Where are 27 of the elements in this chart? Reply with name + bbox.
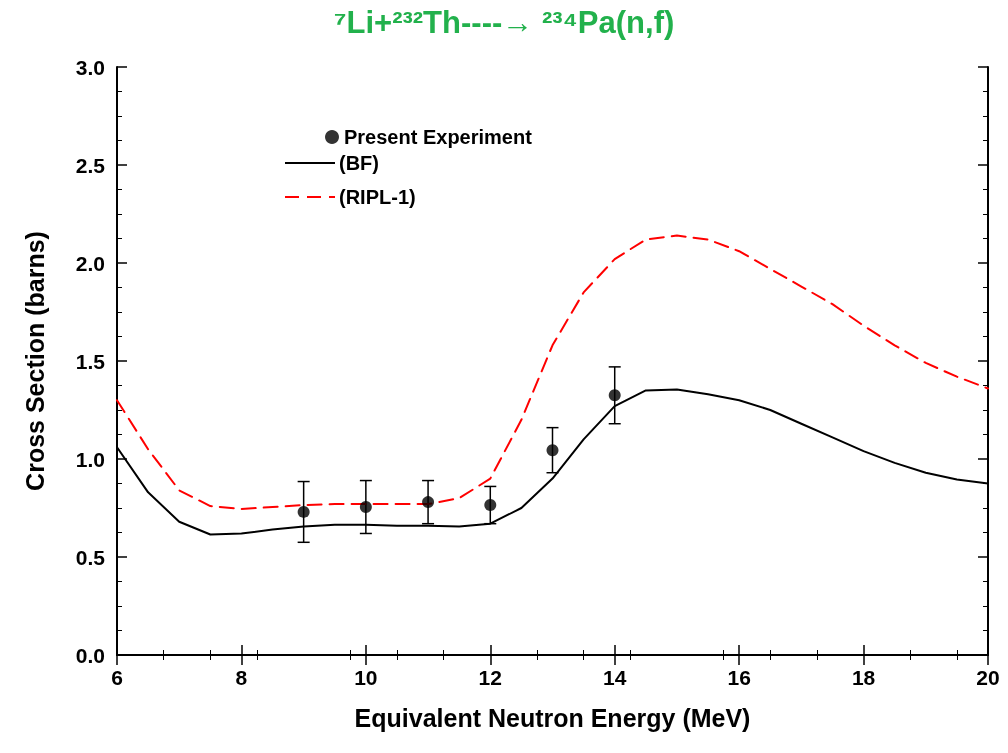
x-tick-label: 14 [603,666,627,689]
legend-label: Present Experiment [344,126,533,148]
y-tick-label: 1.5 [75,349,106,373]
point [359,501,372,514]
y-tick-label: 2.5 [75,153,106,177]
x-tick-label: 20 [976,666,1000,689]
x-tick-label: 10 [354,666,378,689]
y-tick-label: 1.0 [75,447,105,471]
y-tick-label: 0.5 [75,545,106,569]
x-axis-title: Equivalent Neutron Energy (MeV) [354,703,751,732]
x-tick-label: 6 [111,666,123,689]
point [546,444,559,457]
y-tick-label: 0.0 [75,643,105,667]
chart-title: ⁷Li+²³²Th----→ ²³⁴Pa(n,f) [333,5,675,40]
y-tick-label: 3.0 [75,55,105,79]
x-tick-label: 16 [727,666,751,689]
y-tick-label: 2.0 [75,251,105,275]
point [422,496,435,509]
point [297,505,310,518]
y-axis-title: Cross Section (barns) [20,231,49,491]
x-tick-label: 12 [478,666,502,689]
legend-label: (RIPL-1) [339,186,416,208]
legend-label: (BF) [339,152,379,174]
point [484,499,497,512]
x-tick-label: 8 [235,666,248,689]
point [608,389,621,402]
x-tick-label: 18 [851,666,876,689]
